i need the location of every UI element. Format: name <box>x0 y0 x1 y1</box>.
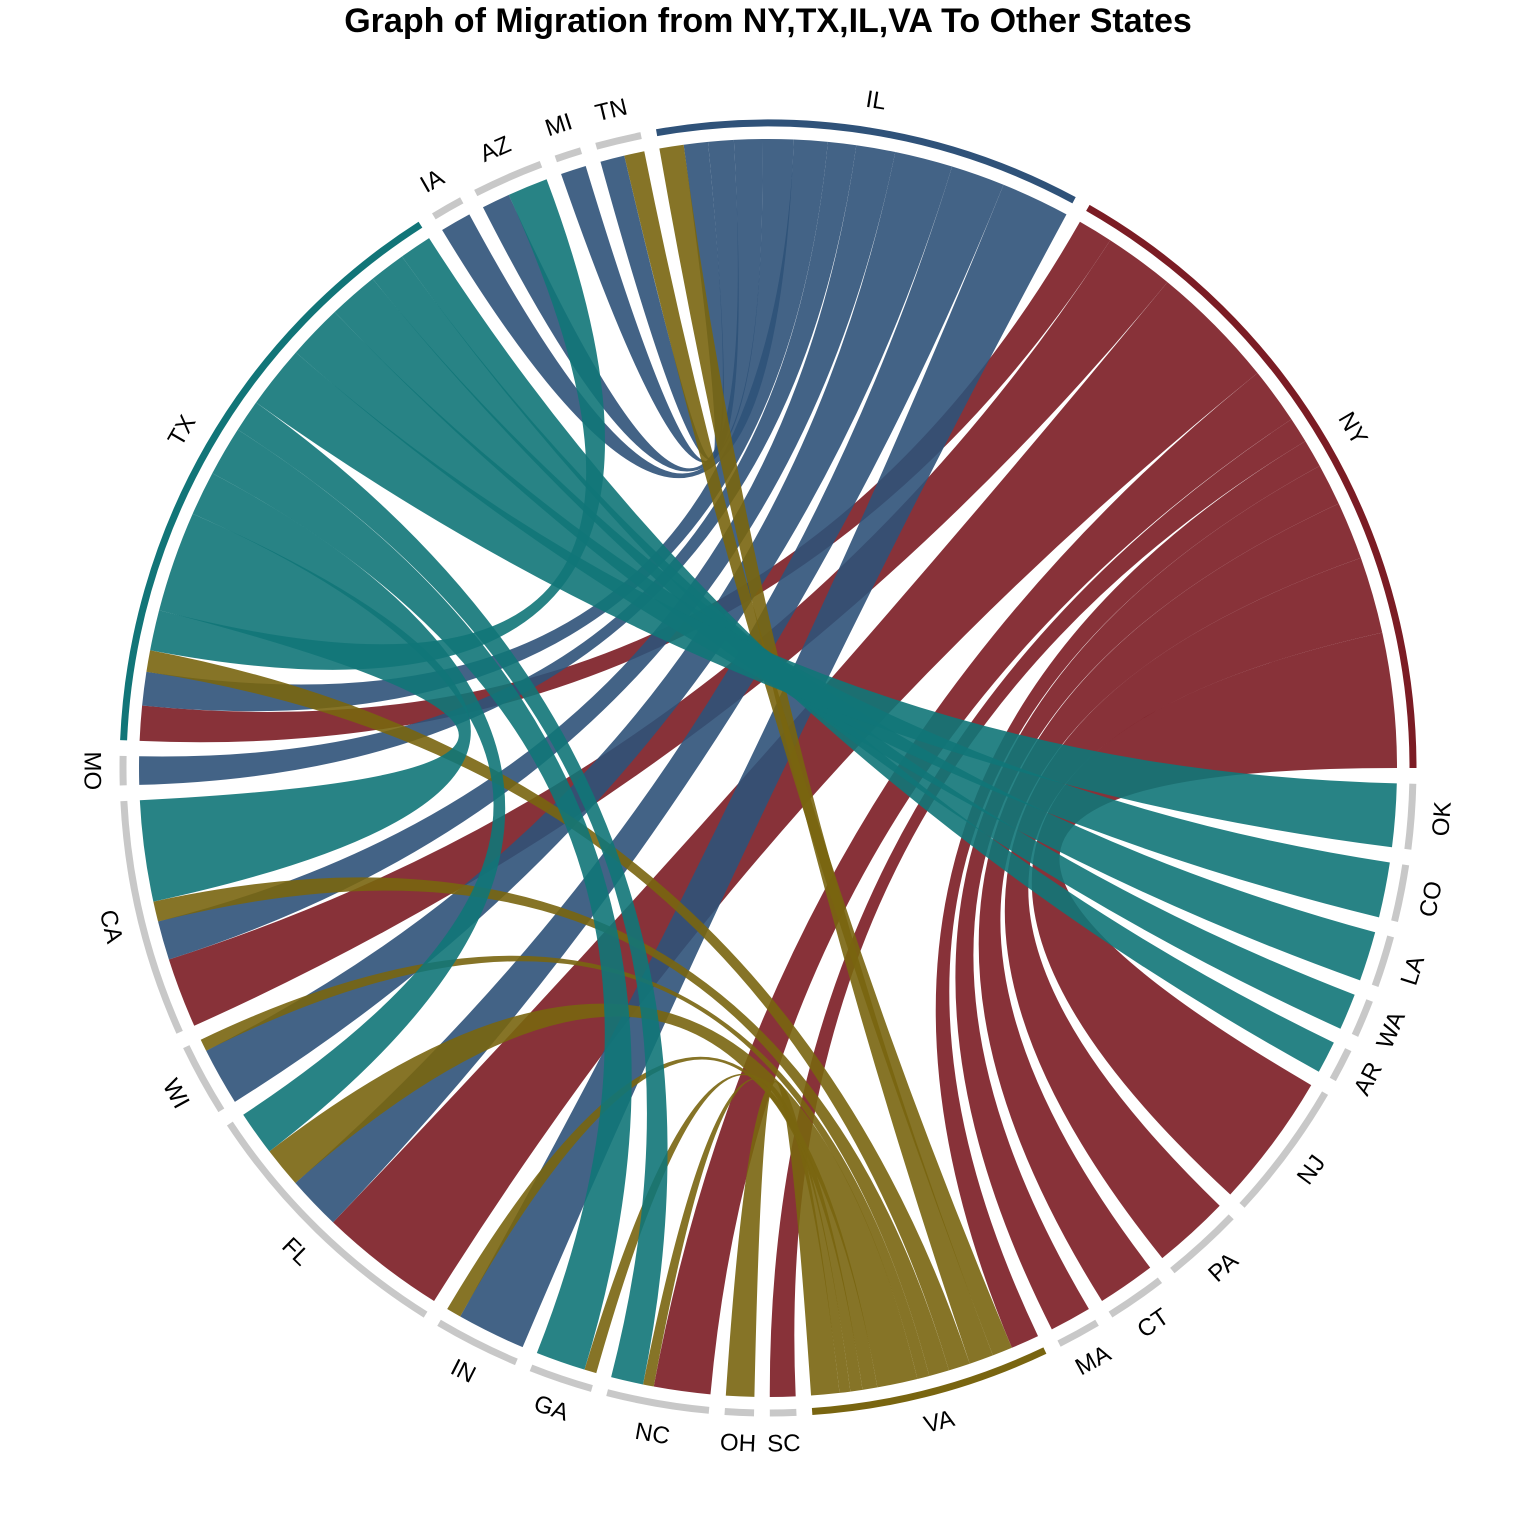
sector-label-nj: NJ <box>1292 1150 1331 1190</box>
sector-track-ar <box>1329 1048 1352 1082</box>
sector-label-pa: PA <box>1203 1247 1244 1287</box>
sector-track-ny <box>1086 204 1417 769</box>
sector-track-tn <box>595 132 642 150</box>
sector-track-ca <box>120 800 183 1034</box>
sector-track-ga <box>529 1364 593 1392</box>
ribbon-ny-to-ca <box>168 240 1168 1026</box>
ribbon-ny-to-sc <box>769 419 1306 1398</box>
sector-track-in <box>437 1319 518 1366</box>
sector-label-az: AZ <box>476 131 515 168</box>
sector-label-mi: MI <box>542 108 576 142</box>
ribbon-tx-to-co <box>295 312 1390 918</box>
sector-label-ny: NY <box>1333 407 1373 449</box>
sector-label-mo: MO <box>78 751 105 790</box>
sector-label-nc: NC <box>633 1418 672 1451</box>
sector-track-va <box>811 1347 1047 1415</box>
sector-track-ia <box>432 197 464 220</box>
ribbons-layer <box>139 138 1397 1398</box>
sector-track-mi <box>554 147 583 163</box>
sector-track-nj <box>1239 1091 1329 1208</box>
sector-track-il <box>655 119 1076 204</box>
sector-track-az <box>474 161 543 197</box>
sector-label-ma: MA <box>1071 1340 1116 1381</box>
sector-label-la: LA <box>1396 952 1431 988</box>
ribbon-tx-to-ok <box>256 352 1397 848</box>
ribbon-il-to-ia <box>442 138 794 479</box>
ribbon-tx-to-la <box>334 278 1376 981</box>
chart-title: Graph of Migration from NY,TX,IL,VA To O… <box>344 2 1192 40</box>
ribbon-ny-to-nc <box>653 373 1292 1395</box>
ribbon-va-to-tn <box>624 151 1012 1356</box>
sector-track-ok <box>1404 783 1417 850</box>
sector-label-va: VA <box>921 1405 957 1439</box>
sector-label-ca: CA <box>94 907 128 946</box>
sector-track-tx <box>120 221 423 741</box>
sector-track-pa <box>1170 1214 1234 1274</box>
ribbon-tx-to-nc <box>237 402 668 1385</box>
ribbon-tx-to-az <box>150 179 606 670</box>
sector-track-la <box>1371 935 1394 987</box>
ribbon-il-to-tn <box>600 141 724 460</box>
sector-label-sc: SC <box>767 1430 801 1458</box>
sector-label-ok: OK <box>1427 801 1457 838</box>
sector-label-oh: OH <box>719 1429 756 1458</box>
ribbon-tx-to-ca <box>139 513 471 902</box>
sector-label-ct: CT <box>1132 1303 1174 1344</box>
ribbon-ny-to-fl <box>333 282 1258 1302</box>
ribbon-va-to-oh <box>725 1081 840 1397</box>
sector-tracks-layer <box>119 119 1417 1417</box>
sector-track-ct <box>1108 1277 1163 1318</box>
sector-label-fl: FL <box>276 1232 315 1271</box>
sector-track-fl <box>226 1121 428 1318</box>
sector-track-ma <box>1057 1319 1099 1347</box>
sector-label-co: CO <box>1414 879 1447 920</box>
sector-track-wi <box>183 1045 225 1113</box>
sector-label-ar: AR <box>1349 1058 1388 1100</box>
sector-track-nc <box>606 1389 710 1414</box>
ribbon-il-to-az <box>482 139 763 472</box>
ribbon-il-to-wi <box>206 152 953 1102</box>
sector-track-sc <box>769 1408 797 1417</box>
ribbon-il-to-fl <box>295 166 1004 1223</box>
sector-label-in: IN <box>446 1354 480 1389</box>
sector-track-co <box>1391 864 1410 922</box>
sector-track-oh <box>724 1408 755 1417</box>
sector-label-tn: TN <box>593 94 630 128</box>
ribbon-va-to-nc <box>643 1077 851 1393</box>
sector-track-wa <box>1351 999 1373 1037</box>
sector-label-wi: WI <box>157 1075 195 1114</box>
ribbon-va-to-il <box>659 144 993 1364</box>
sector-label-ia: IA <box>416 164 449 199</box>
ribbon-tx-to-ga <box>212 429 632 1370</box>
sector-label-tx: TX <box>163 411 202 451</box>
sector-label-wa: WA <box>1371 1007 1411 1052</box>
ribbon-ny-to-ct <box>978 503 1361 1301</box>
ribbon-ny-to-pa <box>1004 557 1383 1259</box>
sector-label-ga: GA <box>530 1390 572 1427</box>
sector-label-il: IL <box>864 86 888 116</box>
